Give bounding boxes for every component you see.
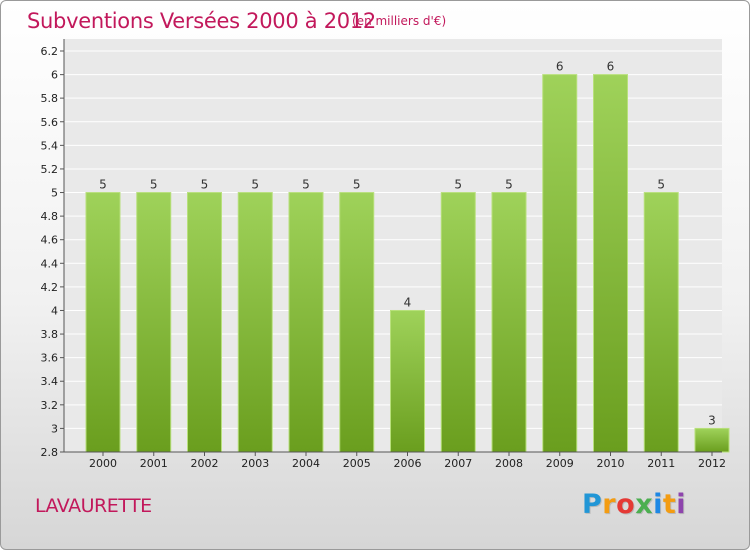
y-tick-label: 5.4 <box>41 139 59 152</box>
y-tick-label: 3 <box>51 422 58 435</box>
y-tick-label: 5.6 <box>41 116 59 129</box>
x-tick-label: 2008 <box>495 457 523 470</box>
y-tick-label: 5 <box>51 187 58 200</box>
logo-letter: o <box>616 489 636 520</box>
bar-2004[interactable] <box>288 192 324 453</box>
x-tick-label: 2001 <box>140 457 168 470</box>
y-tick-label: 5.8 <box>41 92 59 105</box>
x-tick-label: 2002 <box>191 457 219 470</box>
y-tick-label: 4.4 <box>41 257 59 270</box>
logo-letter: x <box>635 489 654 520</box>
chart-subtitle: (en milliers d'€) <box>352 14 447 28</box>
chart-title: Subventions Versées 2000 à 2012 <box>27 9 376 33</box>
data-label: 6 <box>556 60 564 74</box>
y-tick-label: 4 <box>51 304 58 317</box>
bar-2000[interactable] <box>85 192 121 453</box>
bar-2010[interactable] <box>593 74 628 453</box>
x-tick-label: 2007 <box>444 457 472 470</box>
x-tick-label: 2003 <box>241 457 269 470</box>
y-axis: 2.8 3 3.2 3.4 3.6 3.8 4 4.2 4.4 4.6 4.8 5 5.2 5.4 5.6 5… <box>41 39 65 459</box>
data-label: 3 <box>708 413 716 427</box>
y-tick-label: 2.8 <box>41 446 59 459</box>
logo-letter: t <box>662 489 677 520</box>
x-axis: 2000 2001 2002 2003 2004 2005 2006 2007 2008 2009… <box>64 451 726 470</box>
bars: 5 5 5 5 5 5 4 5 5 6 6 5 3 <box>85 60 730 453</box>
x-tick-label: 2005 <box>343 457 371 470</box>
proxiti-logo[interactable]: Proxiti <box>582 489 686 520</box>
bar-2003[interactable] <box>237 192 273 453</box>
y-tick-label: 4.2 <box>41 281 59 294</box>
logo-letter: i <box>676 489 687 520</box>
logo-letter: i <box>653 489 663 520</box>
data-label: 5 <box>353 178 361 192</box>
bar-2005[interactable] <box>339 192 375 453</box>
data-label: 5 <box>454 178 462 192</box>
y-tick-label: 6 <box>51 69 58 82</box>
x-tick-label: 2009 <box>546 457 574 470</box>
x-tick-label: 2012 <box>698 457 726 470</box>
bar-2011[interactable] <box>643 192 679 453</box>
x-tick-label: 2011 <box>647 457 675 470</box>
data-label: 6 <box>607 60 615 74</box>
data-label: 5 <box>99 178 107 192</box>
commune-name: LAVAURETTE <box>35 495 152 517</box>
data-label: 5 <box>302 178 310 192</box>
x-tick-label: 2010 <box>597 457 625 470</box>
bar-2006[interactable] <box>390 309 425 453</box>
logo-letter: r <box>602 489 617 520</box>
y-tick-label: 3.2 <box>41 399 59 412</box>
y-tick-label: 3.8 <box>41 328 59 341</box>
bar-2001[interactable] <box>136 192 172 453</box>
bar-2009[interactable] <box>542 74 578 453</box>
bar-2012[interactable] <box>694 427 730 453</box>
y-tick-label: 3.4 <box>41 375 59 388</box>
data-label: 5 <box>201 178 209 192</box>
data-label: 5 <box>150 178 158 192</box>
y-tick-label: 3.6 <box>41 352 59 365</box>
logo-letter: P <box>582 489 603 520</box>
y-tick-label: 6.2 <box>41 45 59 58</box>
x-tick-label: 2000 <box>89 457 117 470</box>
x-tick-label: 2004 <box>292 457 320 470</box>
y-tick-label: 4.8 <box>41 210 59 223</box>
y-tick-label: 5.2 <box>41 163 59 176</box>
y-tick-label: 4.6 <box>41 234 59 247</box>
data-label: 4 <box>404 295 412 309</box>
bar-2002[interactable] <box>187 192 222 453</box>
bar-2007[interactable] <box>440 192 476 453</box>
bar-2008[interactable] <box>491 192 527 453</box>
data-label: 5 <box>657 178 665 192</box>
x-tick-label: 2006 <box>394 457 422 470</box>
data-label: 5 <box>251 178 259 192</box>
data-label: 5 <box>505 178 513 192</box>
